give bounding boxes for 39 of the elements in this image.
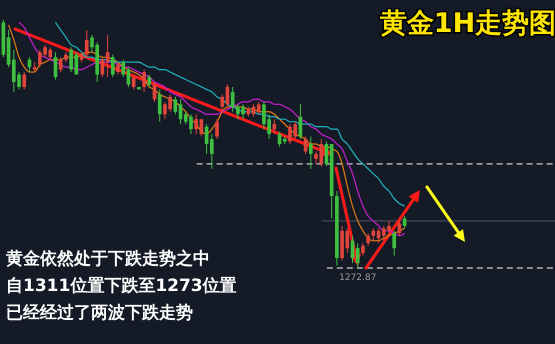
candlestick [132,74,136,90]
candlestick [58,56,63,73]
candlestick [64,52,68,63]
candlestick [361,242,365,256]
candlestick [236,104,240,120]
candlestick [84,29,89,58]
candlestick [142,69,146,92]
candlestick [230,86,234,112]
candlestick [402,215,406,229]
candlestick [267,114,271,140]
candlestick [272,118,276,135]
annotation: 黄金依然处于下跌走势之中 [5,249,210,269]
candlestick [366,232,370,246]
text: 黄金1H走势图 [378,8,555,39]
candlestick [28,56,32,73]
candlestick [100,56,104,78]
candlestick [304,136,308,154]
candlestick [152,82,156,102]
candlestick [116,62,120,76]
candlestick [147,74,152,88]
candlestick [32,62,36,73]
candlestick [54,52,58,80]
candlestick [398,220,402,236]
candlestick [392,230,396,256]
annotation: 1272.87 [339,273,376,283]
candlestick [163,101,167,120]
candlestick [168,94,172,112]
candlestick [308,136,313,170]
text: 已经经过了两波下跌走势 [6,303,193,323]
candlestick [298,104,302,140]
candlestick [110,54,115,78]
candlestick [22,72,26,90]
candlestick [158,88,162,122]
candlestick [80,52,84,63]
candlestick [106,34,110,78]
candlestick [241,104,245,120]
text: 自1311位置下跌至1273位置 [6,276,237,296]
candlestick [262,101,266,130]
candlestick [215,118,219,140]
